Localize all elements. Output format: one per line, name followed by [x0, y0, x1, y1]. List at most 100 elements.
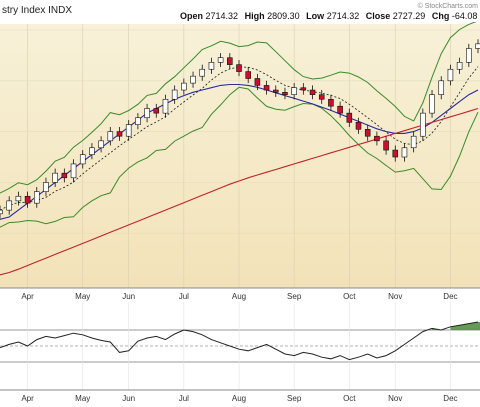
oscillator-x-tick-label: Nov — [388, 394, 402, 403]
moving-average-medium — [0, 83, 479, 220]
candle-body — [33, 191, 40, 204]
bollinger-upper-band — [0, 20, 479, 194]
candle-body — [438, 80, 445, 95]
price-x-tick-label: Jun — [122, 292, 135, 301]
candle-body — [245, 71, 251, 79]
close-label: Close — [366, 11, 391, 21]
price-panel-background — [0, 24, 480, 288]
candle-body — [291, 87, 297, 95]
price-x-tick-label: Oct — [343, 292, 356, 301]
oscillator-plot — [0, 321, 480, 361]
moving-average-short — [0, 66, 479, 211]
candle-body — [116, 131, 123, 137]
oscillator-x-tick-label: Jul — [179, 394, 189, 403]
candle-body — [98, 140, 104, 149]
price-gridlines — [0, 24, 480, 288]
oscillator-x-tick-label: Aug — [232, 394, 246, 403]
oscillator-x-tick-label: Oct — [343, 394, 356, 403]
candle-body — [300, 87, 307, 91]
oscillator-x-axis-labels: Apr May Jun Jul Aug Sep Oct Nov Dec — [21, 394, 457, 403]
oscillator-x-tick-label: Jun — [122, 394, 135, 403]
candle-body — [475, 43, 480, 49]
candle-body — [227, 57, 233, 65]
candle-body — [125, 124, 132, 137]
price-x-tick-label: Nov — [388, 292, 402, 301]
candle-body — [208, 62, 215, 70]
price-x-axis-band — [0, 288, 480, 302]
candle-body — [43, 182, 49, 192]
moving-average-long — [0, 107, 479, 276]
candle-body — [456, 62, 463, 70]
candle-body — [447, 68, 454, 82]
candle-body — [236, 64, 242, 72]
candle-body — [318, 94, 325, 100]
candle-body — [15, 195, 22, 202]
candle-body — [144, 108, 150, 119]
bollinger-lower-band — [0, 86, 479, 228]
candle-body — [401, 147, 408, 158]
candle-body — [254, 78, 261, 86]
price-x-tick-label: Apr — [21, 292, 34, 301]
candle-body — [89, 147, 95, 155]
open-value: 2714.32 — [206, 11, 239, 21]
close-value: 2727.29 — [393, 11, 426, 21]
candle-body — [346, 112, 353, 123]
candle-body — [24, 195, 31, 204]
low-value: 2714.32 — [327, 11, 360, 21]
candle-body — [153, 108, 160, 114]
oscillator-line — [0, 321, 479, 361]
candle-body — [79, 154, 86, 165]
candle-body — [309, 89, 316, 95]
candle-body — [272, 89, 279, 93]
candle-body — [171, 89, 178, 100]
chg-label: Chg — [432, 11, 450, 21]
candle-body — [392, 149, 399, 158]
candle-body — [199, 68, 206, 77]
candle-body — [61, 172, 68, 179]
header-strip — [0, 0, 480, 22]
high-value: 2809.30 — [267, 11, 300, 21]
price-plot — [0, 20, 480, 276]
oscillator-x-tick-label: Apr — [21, 394, 34, 403]
candle-body — [263, 85, 270, 91]
candle-body — [217, 57, 224, 63]
candle-body — [282, 92, 288, 95]
low-label: Low — [306, 11, 325, 21]
chart-title: stry Index INDX — [2, 5, 72, 16]
candle-body — [181, 82, 187, 91]
price-x-tick-label: Sep — [287, 292, 302, 301]
candle-body — [466, 48, 472, 63]
candle-body — [410, 135, 417, 149]
candle-body — [0, 209, 3, 215]
oscillator-x-tick-label: Dec — [443, 394, 457, 403]
ohlc-readout: Open 2714.32 High 2809.30 Low 2714.32 Cl… — [180, 11, 480, 21]
candle-body — [429, 94, 435, 114]
candle-body — [364, 128, 371, 137]
price-x-axis-labels: Apr May Jun Jul Aug Sep Oct Nov Dec — [21, 292, 457, 301]
candle-body — [190, 75, 196, 84]
candle-body — [337, 105, 343, 114]
price-x-tick-label: Jul — [179, 292, 189, 301]
candle-body — [70, 163, 77, 179]
candle-body — [6, 200, 12, 211]
price-x-tick-label: Aug — [232, 292, 246, 301]
open-label: Open — [180, 11, 203, 21]
oscillator-x-tick-label: Sep — [287, 394, 302, 403]
price-x-tick-label: May — [75, 292, 90, 301]
candle-body — [374, 135, 380, 142]
candle-body — [420, 112, 426, 137]
price-x-tick-label: Dec — [443, 292, 457, 301]
candle-body — [328, 98, 334, 107]
watermark: © StockCharts.com — [418, 2, 479, 10]
chg-value: -64.08 (-2.30%) — [452, 11, 480, 21]
candle-body — [355, 122, 362, 130]
candle-body — [107, 131, 114, 142]
high-label: High — [245, 11, 265, 21]
candle-body — [383, 140, 389, 151]
candle-body — [135, 117, 141, 125]
candle-body — [162, 98, 169, 114]
candle-body — [52, 172, 58, 183]
oscillator-x-tick-label: May — [75, 394, 90, 403]
